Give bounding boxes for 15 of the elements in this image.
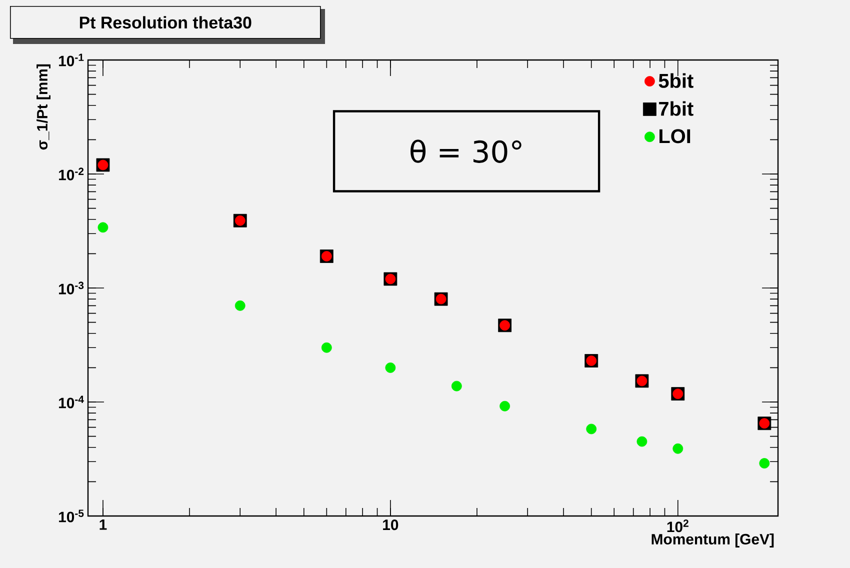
y-tick-label: 10$^{-2}$ (58, 168, 84, 180)
chart-title: Pt Resolution theta30 (80, 16, 252, 29)
y-tick-label: 10$^{-1}$ (58, 54, 84, 66)
y-tick-label: 10$^{-5}$ (58, 510, 84, 522)
annotation: θ = 30° (410, 140, 522, 163)
x-tick-label: 10$^{2}$ (667, 520, 688, 532)
legend-label: 7bit (659, 101, 694, 116)
x-axis-title: Momentum [GeV] (652, 534, 774, 548)
legend-label: 5bit (658, 73, 694, 88)
legend-label: LOI (660, 129, 690, 144)
x-tick-label: 10 (383, 520, 398, 530)
y-axis-title: σ_1/Pt [mm] (36, 64, 50, 150)
y-tick-label: 10$^{-3}$ (58, 282, 84, 294)
x-tick-label: 1 (100, 520, 107, 530)
y-tick-label: 10$^{-4}$ (58, 396, 84, 408)
